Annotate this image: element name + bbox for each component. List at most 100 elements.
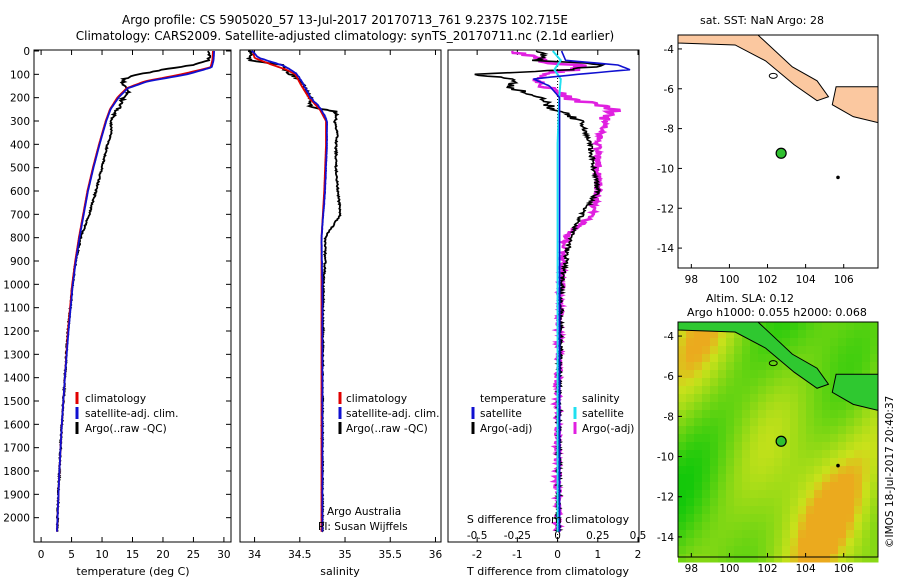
legend-header-temperature: temperature: [480, 393, 546, 405]
sla-cell: [862, 322, 871, 331]
sla-cell: [862, 458, 871, 467]
sla-cell: [702, 394, 711, 403]
series-line: [55, 50, 212, 532]
sla-cell: [862, 514, 871, 523]
sla-cell: [870, 458, 879, 467]
sla-cell: [750, 410, 759, 419]
sla-cell: [838, 458, 847, 467]
sla-cell: [798, 522, 807, 531]
sla-cell: [822, 514, 831, 523]
sla-cell: [822, 474, 831, 483]
sla-cell: [782, 538, 791, 547]
sla-cell: [846, 402, 855, 411]
y-tick-label: 1900: [3, 489, 30, 501]
sla-cell: [790, 522, 799, 531]
sla-cell: [742, 442, 751, 451]
sla-cell: [750, 426, 759, 435]
sla-cell: [734, 514, 743, 523]
sla-cell: [710, 354, 719, 363]
y-tick-label: -14: [657, 243, 674, 255]
sla-cell: [790, 370, 799, 379]
y-tick-label: 1100: [3, 303, 30, 315]
x-tick-label: 106: [834, 274, 854, 286]
sla-cell: [742, 354, 751, 363]
sla-cell: [862, 346, 871, 355]
sla-cell: [774, 490, 783, 499]
sla-cell: [862, 490, 871, 499]
sla-cell: [830, 506, 839, 515]
sla-cell: [734, 442, 743, 451]
sla-cell: [710, 434, 719, 443]
sla-cell: [718, 538, 727, 547]
sla-cell: [790, 458, 799, 467]
y-tick-label: 0: [23, 46, 30, 58]
sla-cell: [710, 538, 719, 547]
sla-cell: [846, 346, 855, 355]
salinity-plot: 34 34.5 35 35.5 36: [245, 50, 442, 561]
sla-cell: [678, 466, 687, 475]
sla-cell: [822, 354, 831, 363]
sla-cell: [702, 386, 711, 395]
sla-cell: [838, 466, 847, 475]
y-tick-label: -14: [657, 532, 674, 544]
sla-cell: [718, 514, 727, 523]
sla-cell: [790, 538, 799, 547]
sla-cell: [862, 410, 871, 419]
series-line: [56, 51, 214, 532]
sla-cell: [854, 338, 863, 347]
sla-cell: [726, 410, 735, 419]
sla-cell: [838, 450, 847, 459]
sla-cell: [718, 554, 727, 563]
sla-cell: [790, 506, 799, 515]
legend-sal-argo: Argo(-adj): [582, 423, 634, 435]
sla-cell: [790, 338, 799, 347]
sla-cell: [702, 362, 711, 371]
sla-cell: [734, 530, 743, 539]
sla-cell: [846, 450, 855, 459]
sla-cell: [838, 418, 847, 427]
sla-cell: [870, 538, 879, 547]
x-tick-label: 1: [594, 549, 601, 561]
legend-temp-satellite: satellite: [480, 408, 522, 420]
island: [768, 72, 778, 79]
y-tick-label: -8: [664, 411, 674, 423]
sla-cell: [790, 394, 799, 403]
sla-cell: [790, 442, 799, 451]
sla-cell: [702, 354, 711, 363]
sla-cell: [758, 426, 767, 435]
sla-cell: [782, 370, 791, 379]
sla-cell: [782, 490, 791, 499]
sla-cell: [686, 402, 695, 411]
sla-cell: [822, 370, 831, 379]
sst-map-frame: [677, 34, 879, 269]
sla-cell: [870, 418, 879, 427]
sla-cell: [782, 498, 791, 507]
sla-cell: [782, 434, 791, 443]
sla-cell: [750, 346, 759, 355]
sla-cell: [854, 554, 863, 563]
sla-cell: [678, 418, 687, 427]
sla-cell: [830, 402, 839, 411]
sla-cell: [822, 466, 831, 475]
y-tick-label: 600: [10, 186, 30, 198]
sla-cell: [782, 362, 791, 371]
sla-cell: [734, 522, 743, 531]
sla-cell: [846, 554, 855, 563]
sla-cell: [686, 450, 695, 459]
sla-cell: [766, 394, 775, 403]
sla-cell: [822, 482, 831, 491]
sla-cell: [678, 538, 687, 547]
sla-cell: [806, 354, 815, 363]
sla-cell: [766, 538, 775, 547]
sla-cell: [822, 434, 831, 443]
sla-cell: [694, 426, 703, 435]
sla-cell: [686, 362, 695, 371]
salinity-axis-label: salinity: [320, 565, 360, 578]
sla-cell: [702, 434, 711, 443]
sla-cell: [710, 418, 719, 427]
y-tick-label: -10: [657, 163, 674, 175]
sla-cell: [678, 474, 687, 483]
sla-cell: [790, 322, 799, 331]
temperature-legend: climatology satellite-adj. clim. Argo(..…: [75, 392, 178, 435]
sla-cell: [710, 530, 719, 539]
